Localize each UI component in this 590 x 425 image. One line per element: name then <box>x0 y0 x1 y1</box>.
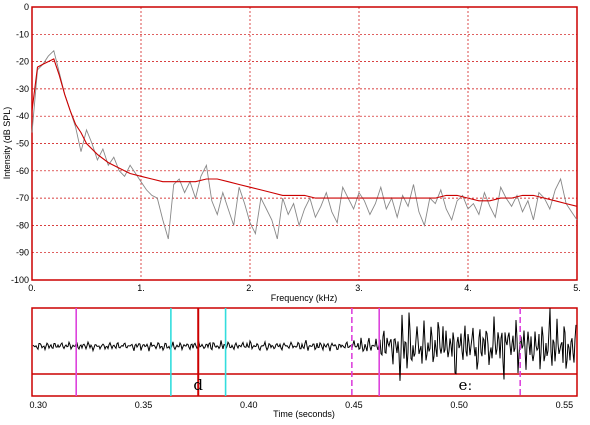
spectrum-x-ticks: 0. 1. 2. 3. 4. 5. <box>28 283 581 293</box>
spectrum-panel: 0 -10 -20 -30 -40 -50 -60 -70 -80 -90 -100 0. 1. 2. 3… <box>2 2 581 303</box>
x-tick-label: 0. <box>28 283 36 293</box>
time-x-ticks: 0.30 0.35 0.40 0.45 0.50 0.55 <box>30 400 574 410</box>
x-tick-label: 5. <box>573 283 581 293</box>
time-tick-label: 0.30 <box>30 400 48 410</box>
y-tick-label: -50 <box>16 139 29 149</box>
y-tick-label: -100 <box>11 275 29 285</box>
time-tick-label: 0.50 <box>450 400 468 410</box>
y-tick-label: -20 <box>16 57 29 67</box>
time-tick-label: 0.45 <box>345 400 363 410</box>
y-tick-label: -30 <box>16 84 29 94</box>
spectrum-grid <box>32 7 577 280</box>
time-tick-label: 0.55 <box>556 400 574 410</box>
waveform-trace <box>32 308 577 381</box>
segment-labels: d eː <box>193 376 472 394</box>
spectrum-raw-line <box>31 49 578 240</box>
x-tick-label: 3. <box>355 283 363 293</box>
x-tick-label: 2. <box>246 283 254 293</box>
spectrum-y-ticks: 0 -10 -20 -30 -40 -50 -60 -70 -80 -90 -100 <box>11 2 29 285</box>
time-x-axis-title: Time (seconds) <box>273 409 335 419</box>
boundary-markers <box>75 308 521 396</box>
y-tick-label: -40 <box>16 111 29 121</box>
x-tick-label: 4. <box>464 283 472 293</box>
segment-label: eː <box>459 376 473 394</box>
y-tick-label: -80 <box>16 220 29 230</box>
y-tick-label: -70 <box>16 193 29 203</box>
y-tick-label: -10 <box>16 29 29 39</box>
spectrum-x-axis-title: Frequency (kHz) <box>271 293 338 303</box>
spectrum-series <box>31 49 578 240</box>
y-tick-label: -90 <box>16 248 29 258</box>
spectrum-y-axis-title: Intensity (dB SPL) <box>2 107 12 180</box>
segment-label: d <box>193 376 203 394</box>
time-tick-label: 0.35 <box>135 400 153 410</box>
y-tick-label: 0 <box>24 2 29 12</box>
y-tick-label: -60 <box>16 166 29 176</box>
waveform-frame <box>31 307 578 397</box>
waveform-panel: d eː 0.30 0.35 0.40 0.45 0.50 0.55 Time (secon… <box>30 307 578 419</box>
time-tick-label: 0.40 <box>240 400 258 410</box>
x-tick-label: 1. <box>137 283 145 293</box>
spectrum-smoothed-line <box>31 58 578 207</box>
